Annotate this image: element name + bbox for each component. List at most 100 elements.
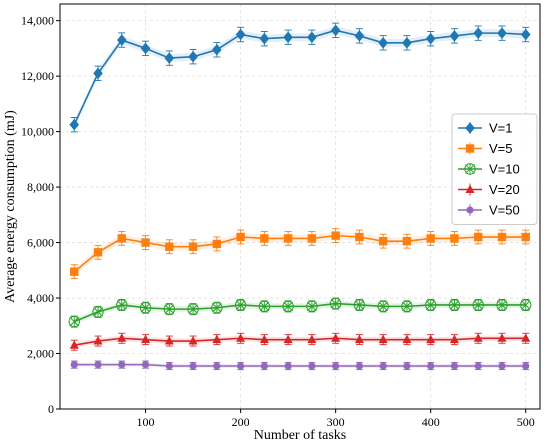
- data-point-cross: [520, 300, 531, 310]
- series-v-10: [68, 297, 532, 328]
- data-point: [283, 234, 293, 243]
- data-point: [234, 299, 247, 311]
- data-point: [236, 333, 246, 342]
- data-point-ring: [92, 306, 104, 318]
- data-point: [211, 302, 223, 314]
- y-tick-label: 4,000: [27, 291, 54, 305]
- x-axis-label: Number of tasks: [254, 428, 347, 443]
- data-point: [378, 236, 388, 246]
- data-point: [187, 303, 199, 315]
- x-tick-label: 200: [232, 415, 250, 429]
- data-point: [465, 122, 475, 134]
- data-point: [213, 362, 221, 370]
- data-point-cross: [402, 301, 412, 312]
- data-point-ring: [211, 302, 223, 314]
- series-line: [74, 337, 526, 346]
- series-v-50: [70, 360, 530, 371]
- data-point: [332, 362, 340, 370]
- y-tick-label: 0: [48, 402, 54, 416]
- series-line: [74, 363, 526, 367]
- data-point-cross: [116, 300, 127, 310]
- data-point: [259, 32, 270, 45]
- legend-item: V=50: [458, 203, 520, 218]
- series-v-20: [69, 332, 531, 351]
- data-point-cross: [378, 301, 389, 312]
- data-point-cross: [259, 301, 270, 312]
- data-point-cross: [473, 300, 484, 310]
- data-point: [379, 362, 387, 370]
- legend-item: V=5: [458, 141, 513, 156]
- data-point: [426, 334, 436, 344]
- data-point-ring: [234, 299, 247, 311]
- confidence-band: [74, 26, 526, 129]
- data-point: [307, 334, 317, 344]
- legend-label: V=1: [489, 121, 513, 136]
- data-point: [212, 43, 222, 56]
- data-point: [283, 31, 293, 44]
- data-point: [69, 118, 80, 131]
- data-point: [473, 27, 484, 40]
- data-point: [465, 144, 475, 153]
- data-point: [70, 267, 79, 276]
- data-point: [498, 362, 506, 370]
- data-point: [401, 300, 413, 313]
- data-point: [189, 362, 197, 370]
- data-point: [235, 28, 246, 41]
- legend-label: V=50: [489, 203, 520, 218]
- data-point: [355, 362, 364, 370]
- data-point: [403, 362, 411, 370]
- data-point: [497, 232, 507, 242]
- data-point: [282, 300, 294, 313]
- data-point: [354, 334, 364, 344]
- data-point-ring: [329, 297, 342, 310]
- data-point-cross: [235, 300, 246, 310]
- data-point: [329, 297, 342, 310]
- data-point-ring: [116, 299, 128, 311]
- data-point-ring: [187, 303, 199, 315]
- data-point: [283, 334, 293, 344]
- data-point-cross: [307, 301, 317, 312]
- data-point-ring: [448, 299, 461, 311]
- data-point-cross: [140, 302, 151, 313]
- data-point: [424, 299, 437, 311]
- y-axis-label: Average energy consumption (mJ): [3, 110, 18, 303]
- data-point: [212, 334, 222, 344]
- data-point: [426, 234, 435, 243]
- data-point: [448, 299, 461, 311]
- data-point-cross: [465, 164, 475, 174]
- data-point-ring: [68, 315, 80, 328]
- data-point: [116, 299, 128, 311]
- data-point-ring: [306, 300, 318, 313]
- data-point-cross: [497, 300, 507, 310]
- data-point: [520, 299, 532, 311]
- data-point: [69, 340, 79, 349]
- data-point: [92, 306, 104, 318]
- data-point: [163, 303, 176, 315]
- data-point-cross: [164, 304, 175, 314]
- data-point: [117, 234, 126, 243]
- data-point: [497, 27, 507, 40]
- data-point: [188, 336, 198, 345]
- data-point-cross: [449, 300, 460, 310]
- y-tick-label: 12,000: [21, 69, 54, 83]
- data-point: [165, 362, 173, 370]
- series-group: [68, 22, 532, 371]
- y-tick-label: 6,000: [27, 236, 54, 250]
- data-point: [473, 333, 483, 342]
- data-point: [93, 248, 103, 257]
- data-point: [520, 28, 531, 41]
- data-point: [308, 362, 316, 370]
- legend-label: V=10: [489, 162, 520, 177]
- y-tick-label: 14,000: [21, 14, 54, 28]
- data-point: [139, 302, 152, 314]
- data-point-ring: [472, 299, 484, 311]
- data-point: [259, 334, 269, 344]
- legend-item: V=1: [458, 121, 513, 136]
- data-point: [306, 300, 318, 313]
- y-tick-label: 8,000: [27, 180, 54, 194]
- data-point: [307, 234, 317, 243]
- data-point: [464, 163, 476, 175]
- data-point: [141, 334, 151, 344]
- data-point-cross: [354, 300, 365, 310]
